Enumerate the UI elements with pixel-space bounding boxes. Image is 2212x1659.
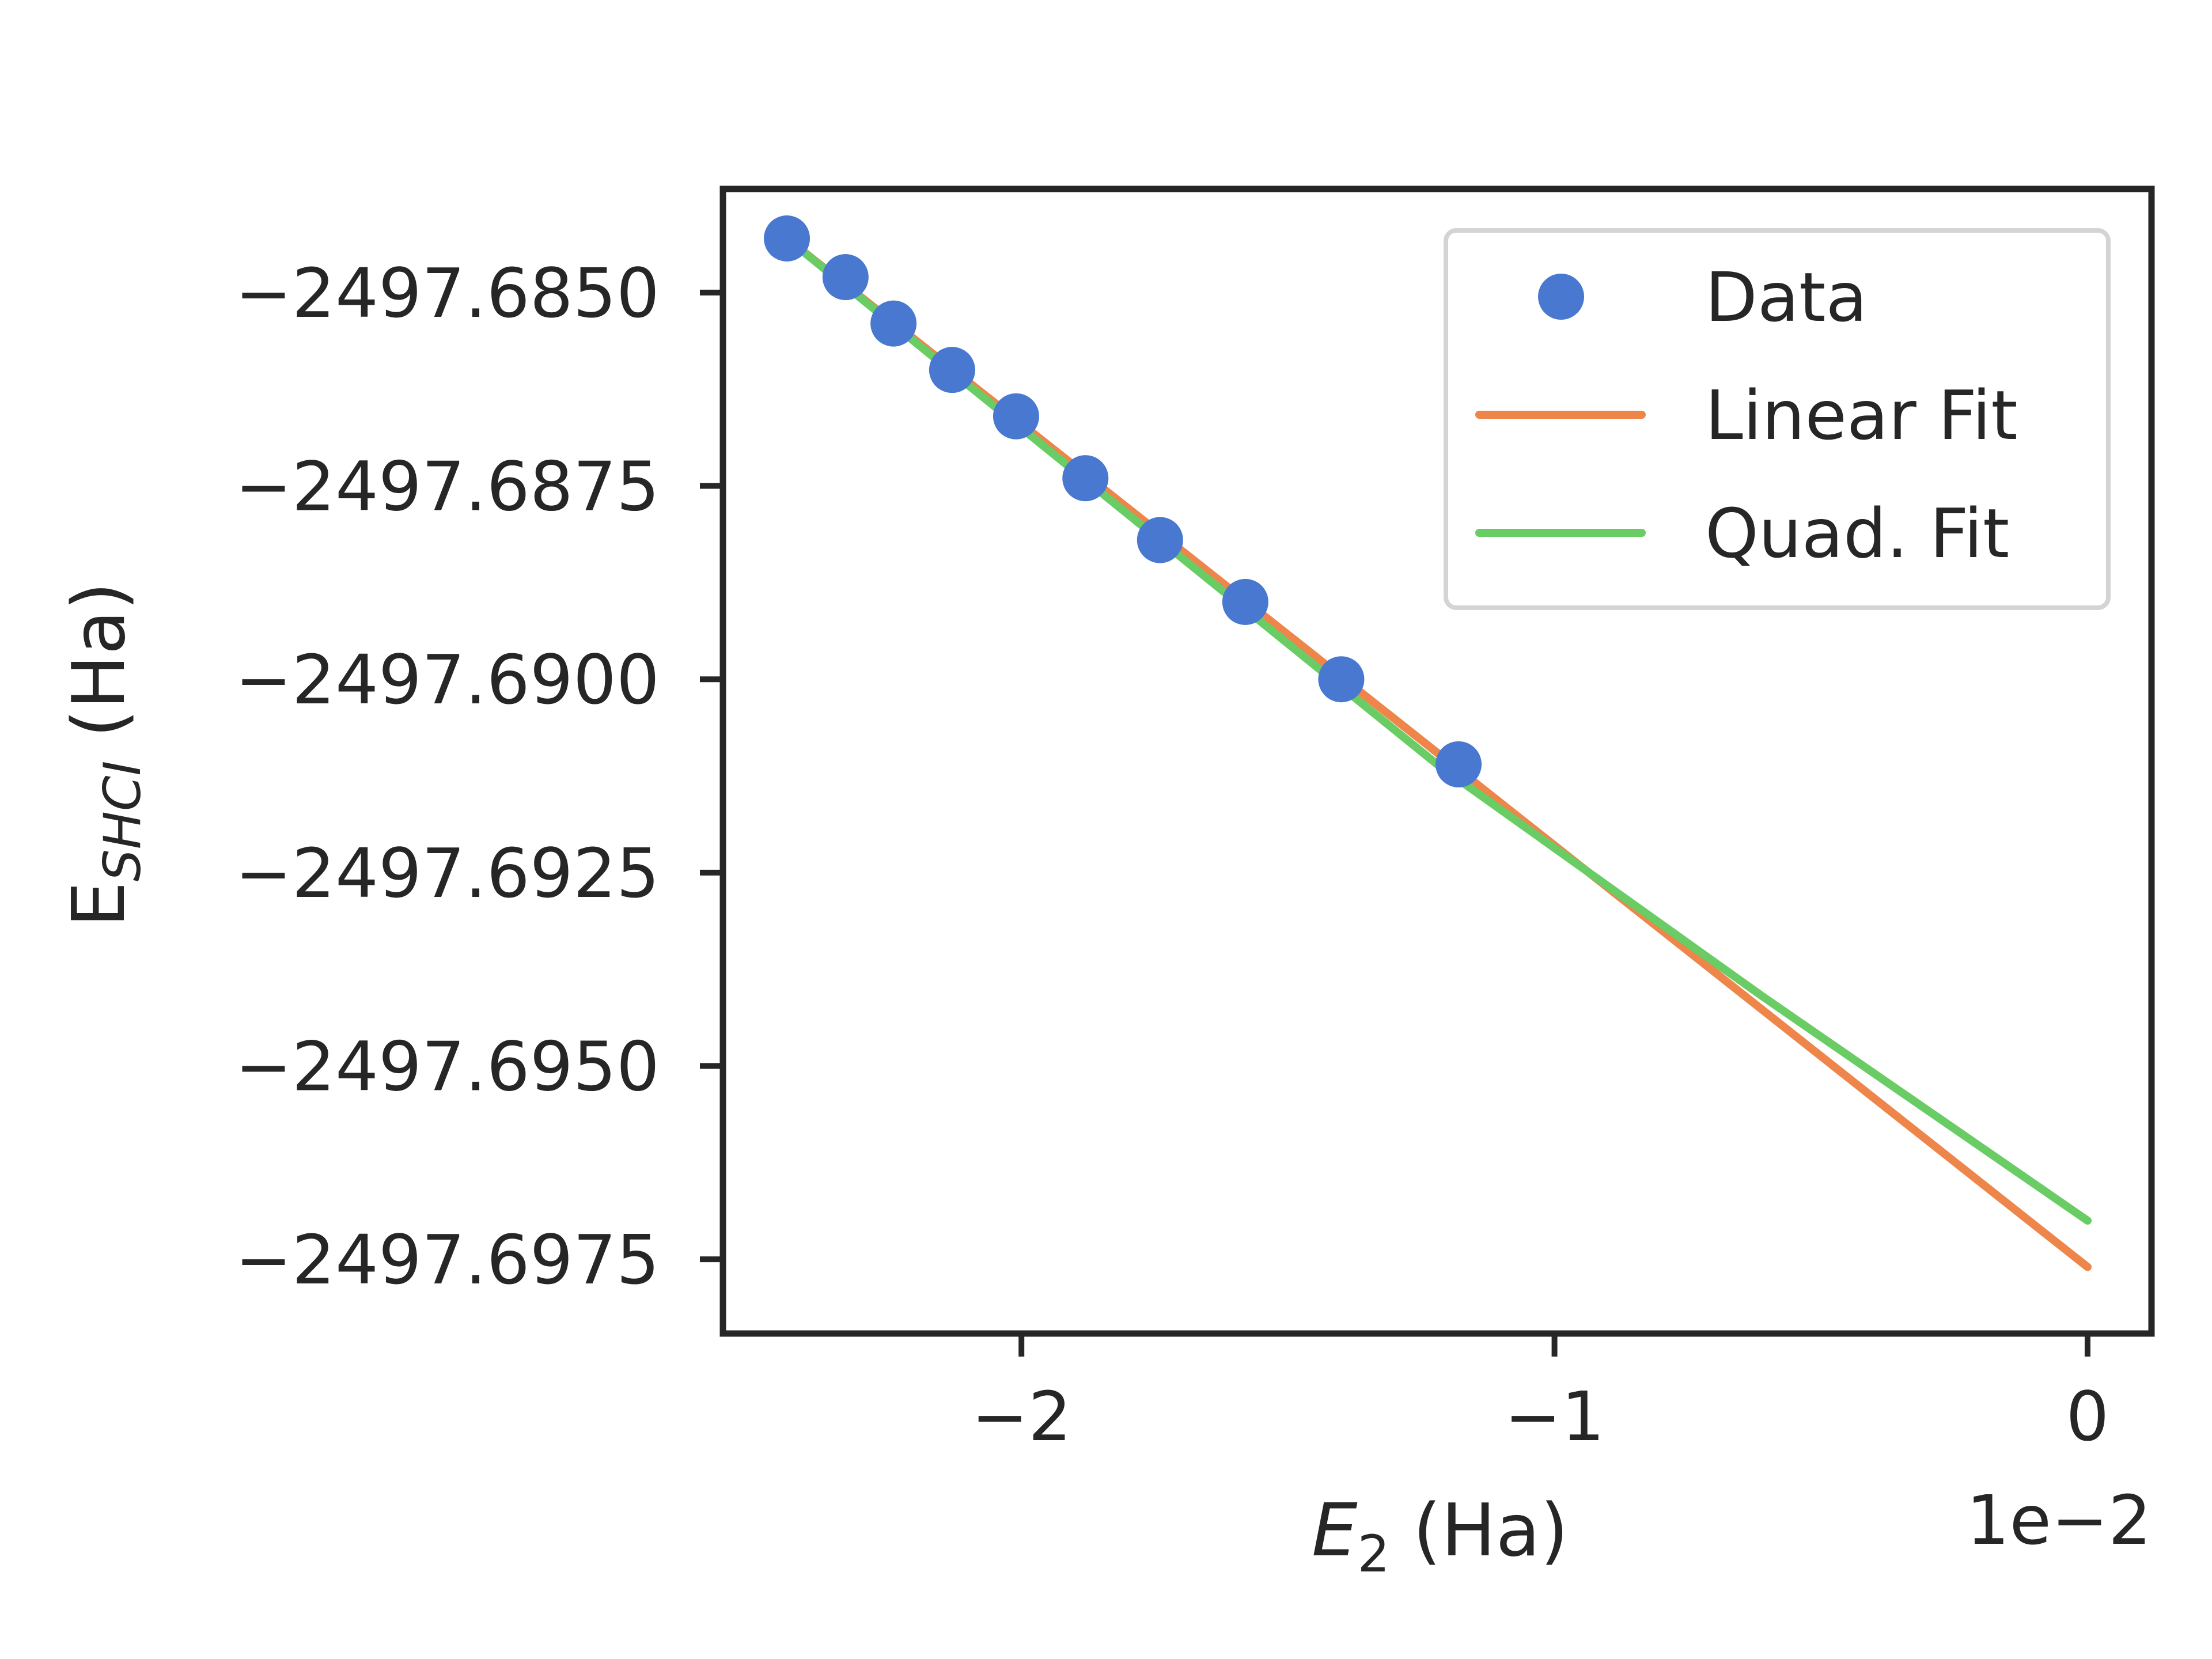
x-tick-label: −1 [1505, 1377, 1605, 1456]
y-tick-label: −2497.6925 [235, 834, 660, 913]
y-tick-label: −2497.6850 [235, 253, 660, 333]
data-point [929, 347, 975, 393]
legend-item: Linear Fit [1475, 376, 2018, 455]
x-axis-label: E2 (Ha) [1312, 1488, 1569, 1584]
data-point [870, 300, 917, 347]
legend: Data Linear Fit Quad. Fit [1444, 228, 2111, 610]
legend-marker-dot [1538, 274, 1584, 320]
data-point [1222, 578, 1268, 625]
data-point [993, 393, 1039, 440]
y-tick-label: −2497.6975 [235, 1220, 660, 1300]
legend-item: Quad. Fit [1475, 494, 2009, 573]
data-point [1137, 517, 1183, 563]
plot-frame [719, 185, 2155, 1337]
legend-item: Data [1538, 257, 1868, 337]
y-tick-label: −2497.6950 [235, 1027, 660, 1106]
x-tick-label: 0 [2066, 1377, 2109, 1456]
x-tick-label: −2 [971, 1377, 1071, 1456]
legend-label: Data [1705, 257, 1868, 337]
data-point [1062, 455, 1109, 502]
y-tick-label: −2497.6900 [235, 640, 660, 719]
data-point [1318, 656, 1365, 703]
legend-label: Linear Fit [1705, 376, 2018, 455]
axes: −2 −1 0 −2497.6850 −2497.6875 −2497.6900 −2497… [56, 185, 2155, 1584]
legend-label: Quad. Fit [1705, 494, 2009, 573]
y-axis-label: ESHCI (Ha) [56, 582, 152, 927]
x-offset-label: 1e−2 [1966, 1480, 2152, 1560]
y-tick-label: −2497.6875 [235, 447, 660, 527]
data-point [764, 215, 810, 262]
plot-marks [764, 215, 2092, 1271]
data-point [1435, 741, 1482, 787]
legend-box [1444, 228, 2111, 610]
data-point [822, 254, 869, 301]
